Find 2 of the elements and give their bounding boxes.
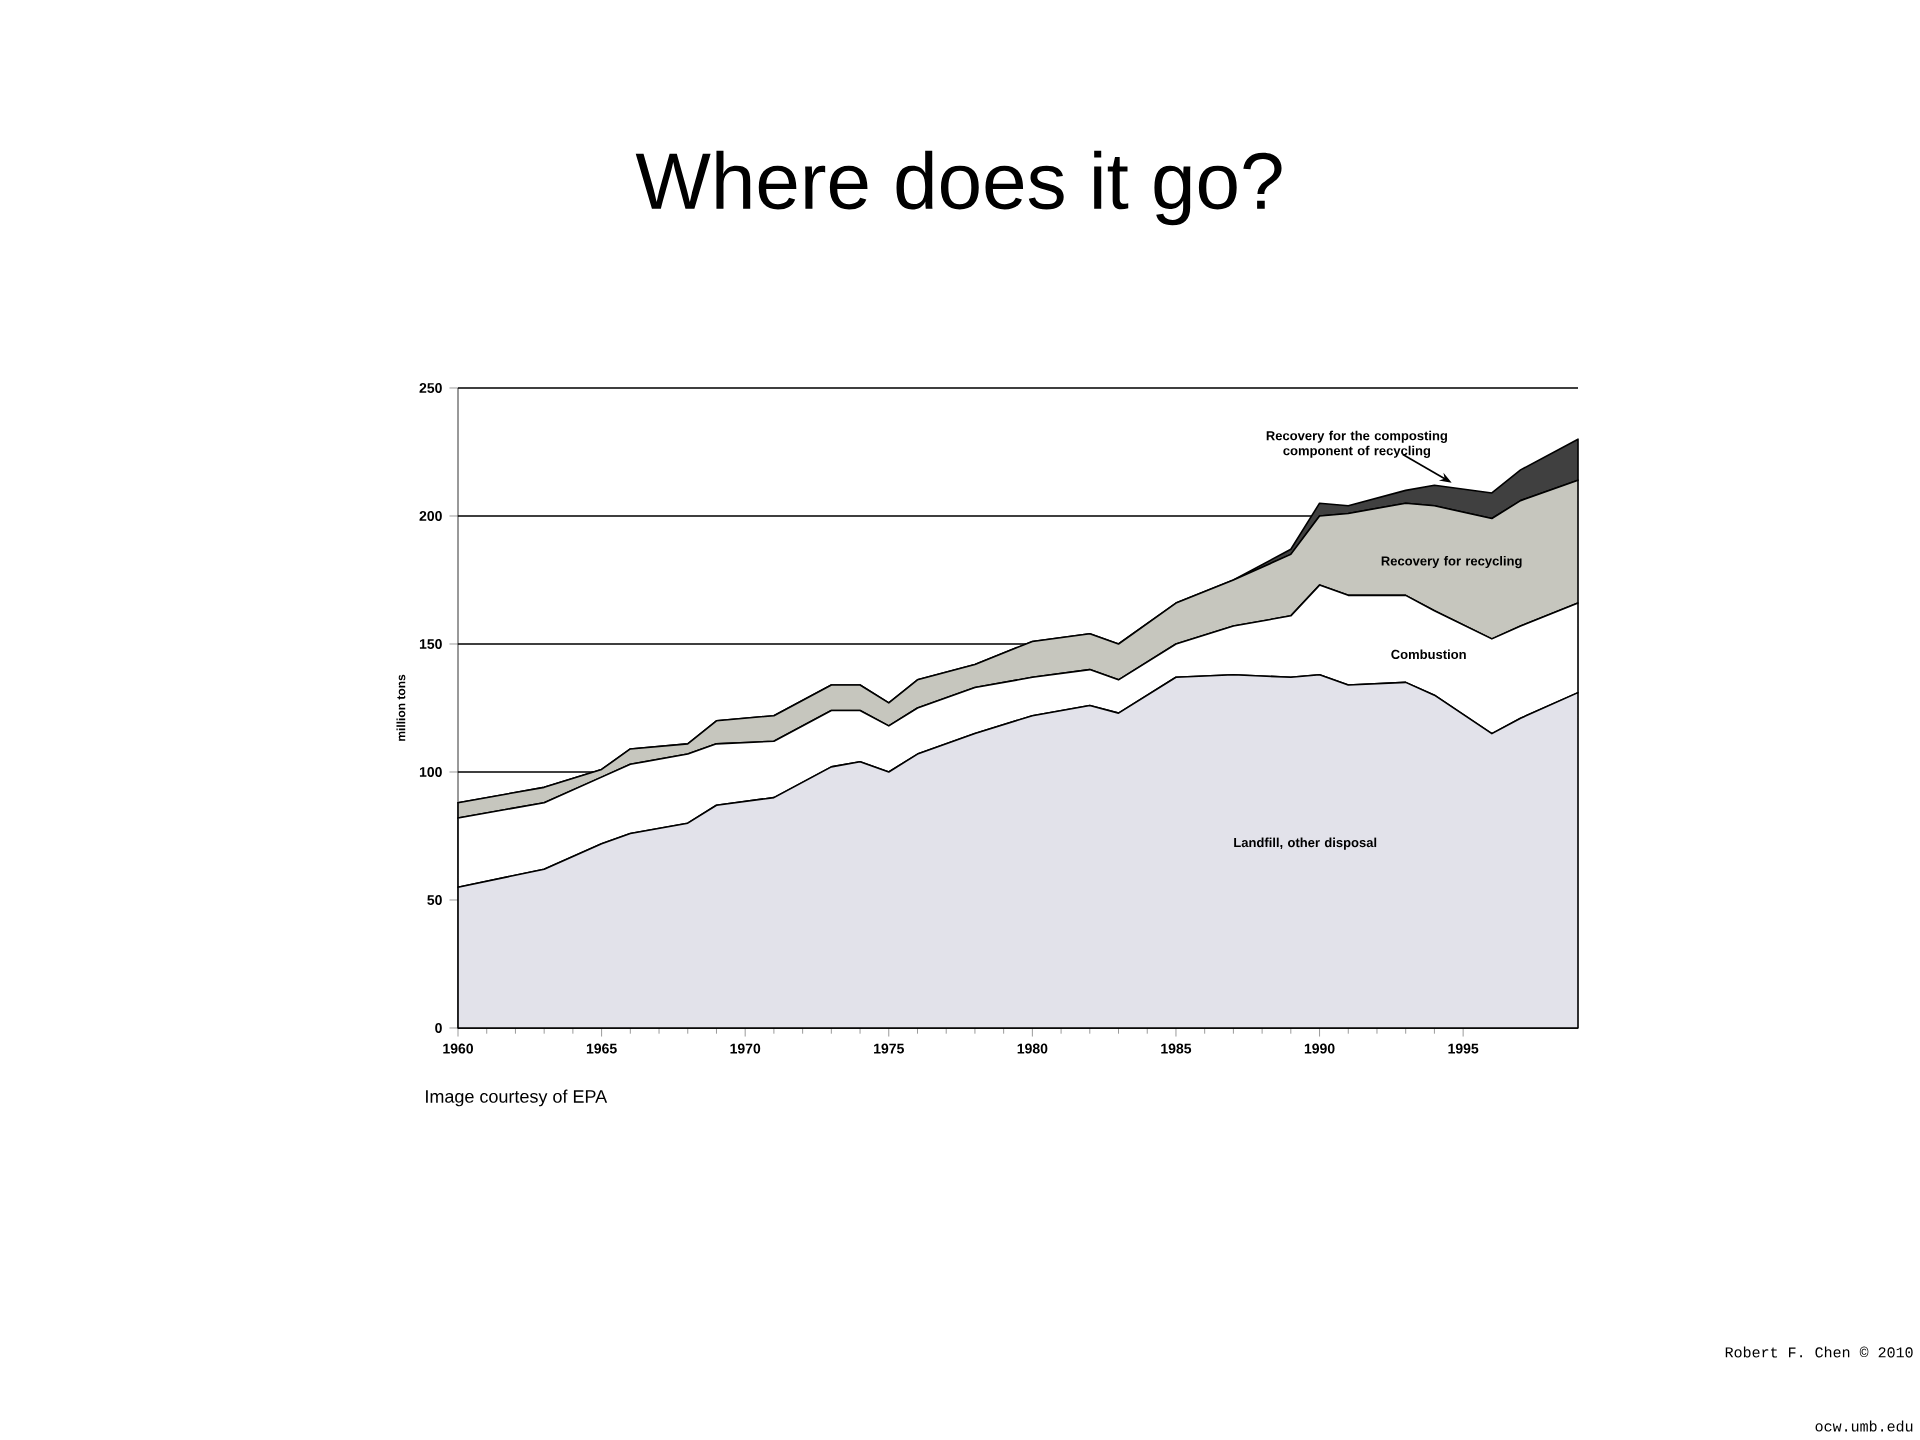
text: Image courtesy of EPA <box>426 1089 608 1107</box>
chart-title: Where does it go? <box>635 150 1282 226</box>
